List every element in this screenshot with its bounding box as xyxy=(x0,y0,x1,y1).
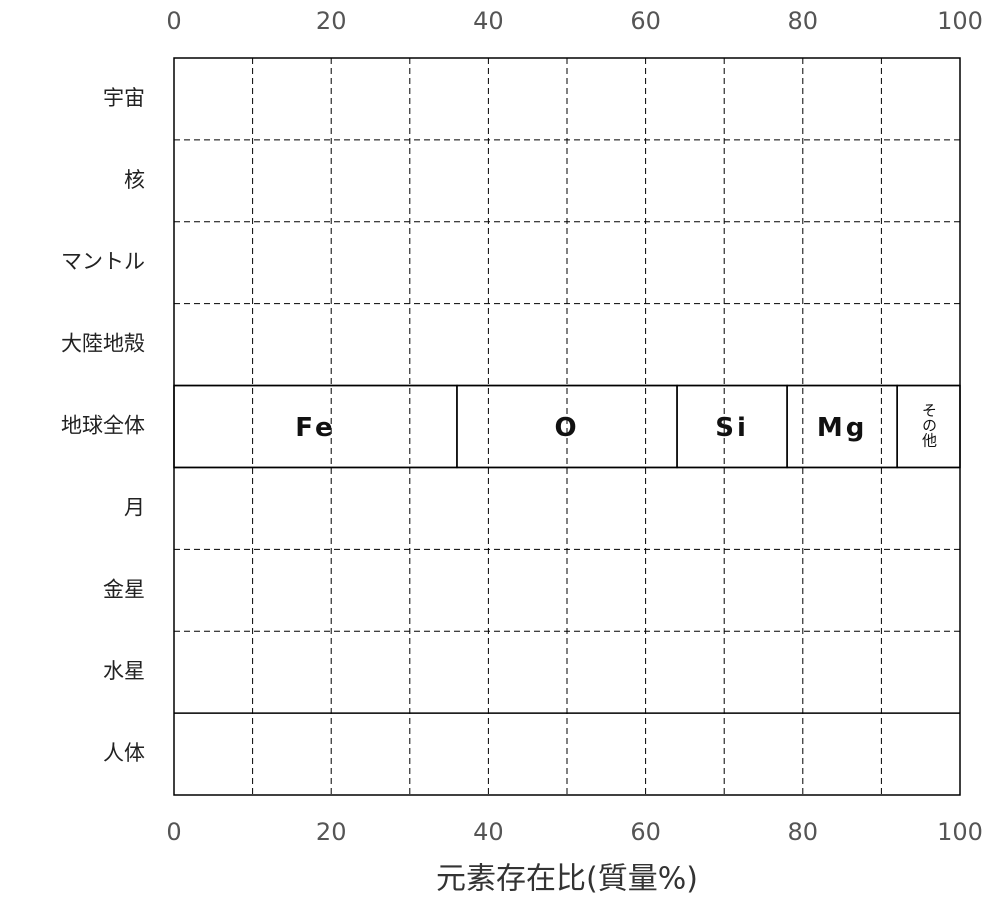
x-tick-label-bottom: 40 xyxy=(473,818,504,846)
x-tick-label-top: 60 xyxy=(630,7,661,35)
y-tick-label: 宇宙 xyxy=(103,86,145,110)
y-tick-label: 核 xyxy=(124,168,145,192)
y-tick-label: 金星 xyxy=(103,577,145,601)
y-tick-label: 人体 xyxy=(103,741,145,765)
segment-label: その他 xyxy=(920,403,938,449)
x-tick-label-bottom: 0 xyxy=(166,818,181,846)
x-tick-label-top: 100 xyxy=(937,7,983,35)
x-tick-label-bottom: 80 xyxy=(788,818,819,846)
y-tick-label: マントル xyxy=(61,250,145,274)
x-tick-label-bottom: 20 xyxy=(316,818,347,846)
x-axis-label: 元素存在比(質量%) xyxy=(436,862,698,897)
y-tick-label: 地球全体 xyxy=(61,414,145,438)
x-tick-label-top: 80 xyxy=(788,7,819,35)
x-tick-label-top: 0 xyxy=(166,7,181,35)
y-tick-label: 大陸地殻 xyxy=(61,332,145,356)
segment-label: Si xyxy=(715,413,749,443)
x-tick-label-top: 40 xyxy=(473,7,504,35)
segment-label: Mg xyxy=(817,413,867,443)
segment-label: O xyxy=(554,413,579,443)
x-tick-label-top: 20 xyxy=(316,7,347,35)
bar-segment xyxy=(896,384,961,469)
y-tick-label: 水星 xyxy=(103,659,145,683)
y-tick-label: 月 xyxy=(124,495,145,519)
segment-label: Fe xyxy=(295,413,335,443)
x-tick-label-bottom: 60 xyxy=(630,818,661,846)
x-tick-label-bottom: 100 xyxy=(937,818,983,846)
